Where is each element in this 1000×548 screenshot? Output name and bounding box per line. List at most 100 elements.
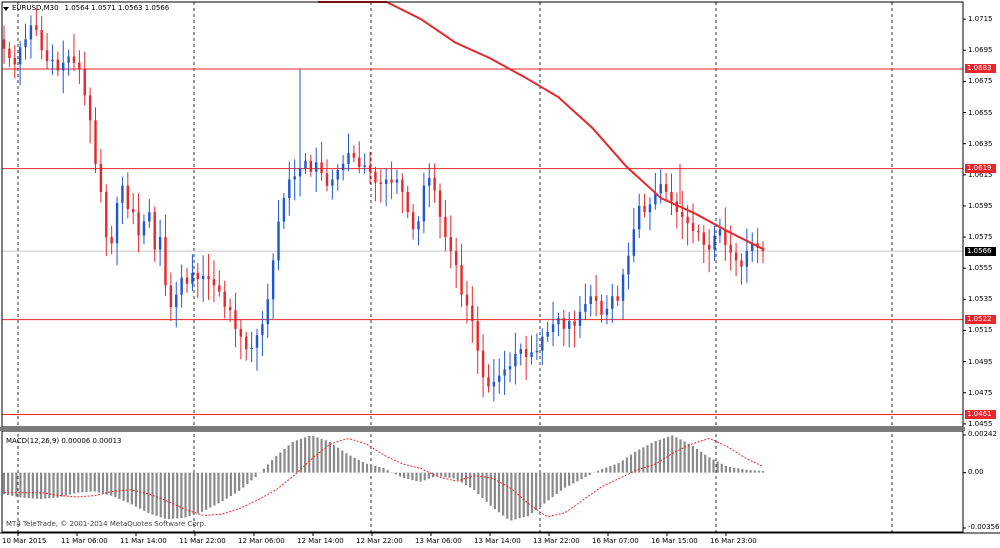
candle-body bbox=[35, 25, 38, 31]
candle-body bbox=[465, 294, 469, 306]
candle-body bbox=[277, 221, 280, 261]
candle-body bbox=[611, 296, 614, 309]
candle-body bbox=[471, 305, 474, 322]
candle-body bbox=[675, 201, 679, 213]
candle-body bbox=[83, 68, 86, 96]
chart-header: EURUSD,M30 1.0564 1.0571 1.0563 1.0566 bbox=[3, 4, 169, 13]
candle-body bbox=[578, 311, 582, 326]
candle-body bbox=[288, 179, 291, 199]
candle-body bbox=[207, 275, 210, 280]
candle-body bbox=[562, 318, 566, 329]
horizontal-levels[interactable] bbox=[2, 68, 963, 416]
candle-body bbox=[8, 48, 11, 59]
candle-body bbox=[557, 318, 560, 325]
candle-body bbox=[621, 274, 625, 301]
macd-pane bbox=[2, 435, 765, 521]
candle-body bbox=[158, 237, 162, 250]
candle-body bbox=[605, 308, 609, 315]
candle-body bbox=[519, 349, 522, 354]
dropdown-arrow-icon[interactable] bbox=[3, 7, 9, 11]
candle-body bbox=[121, 185, 124, 203]
candle-body bbox=[707, 244, 711, 250]
candle-body bbox=[670, 191, 673, 202]
time-tick-label: 13 Mar 06:00 bbox=[415, 537, 462, 545]
candle-body bbox=[643, 205, 646, 213]
candle-body bbox=[191, 272, 194, 284]
candle-body bbox=[460, 265, 463, 295]
candle-body bbox=[745, 251, 749, 267]
candle-body bbox=[659, 184, 662, 194]
time-tick-label: 16 Mar 07:00 bbox=[592, 537, 639, 545]
candle-body bbox=[347, 153, 350, 164]
candle-body bbox=[713, 235, 716, 250]
candle-body bbox=[169, 285, 173, 308]
pane-splitter bbox=[0, 427, 965, 431]
price-tick-label: 1.0675 bbox=[968, 77, 993, 86]
candle-body bbox=[18, 47, 22, 65]
candle-body bbox=[508, 366, 512, 370]
candle-body bbox=[691, 223, 695, 231]
candle-body bbox=[234, 310, 237, 329]
candle-body bbox=[212, 279, 216, 286]
candle-body bbox=[379, 182, 383, 185]
candle-body bbox=[535, 350, 539, 353]
candle-body bbox=[164, 237, 167, 286]
price-tick-label: 1.0455 bbox=[968, 419, 993, 428]
candle-body bbox=[524, 349, 528, 357]
candle-body bbox=[406, 191, 409, 213]
candle-body bbox=[438, 190, 442, 217]
candle-body bbox=[153, 212, 156, 250]
candle-body bbox=[740, 260, 743, 267]
candle-body bbox=[363, 165, 366, 168]
candle-body bbox=[384, 179, 388, 185]
candle-body bbox=[94, 120, 97, 164]
candle-body bbox=[637, 205, 641, 230]
candle-body bbox=[142, 221, 146, 236]
candle-body bbox=[51, 59, 54, 62]
price-tick-label: 1.0475 bbox=[968, 388, 993, 397]
candle-body bbox=[88, 95, 92, 121]
price-level-badge: 1.0522 bbox=[965, 315, 996, 325]
candle-body bbox=[589, 296, 592, 305]
candle-body bbox=[718, 229, 722, 236]
grid-layer bbox=[17, 2, 893, 532]
candle-body bbox=[126, 185, 130, 210]
candle-body bbox=[223, 291, 226, 308]
macd-tick-label: 0.00 bbox=[968, 467, 984, 476]
candle-body bbox=[358, 157, 361, 168]
candle-body bbox=[320, 162, 323, 174]
time-tick-label: 10 Mar 2015 bbox=[2, 537, 47, 545]
candle-body bbox=[454, 251, 458, 266]
candle-body bbox=[24, 39, 27, 48]
macd-indicator-label: MACD(12,26,9) 0.00006 0.00013 bbox=[6, 437, 122, 445]
candle-body bbox=[201, 275, 205, 280]
candle-body bbox=[697, 230, 700, 233]
candle-body bbox=[422, 185, 426, 222]
time-tick-label: 12 Mar 14:00 bbox=[297, 537, 344, 545]
candle-body bbox=[185, 277, 189, 284]
candle-body bbox=[568, 321, 571, 329]
candle-body bbox=[72, 56, 76, 63]
candle-body bbox=[29, 25, 33, 40]
candle-body bbox=[702, 232, 705, 245]
candle-body bbox=[551, 324, 555, 333]
time-tick-label: 13 Mar 22:00 bbox=[533, 537, 580, 545]
candle-body bbox=[530, 352, 533, 357]
candle-body bbox=[293, 176, 296, 180]
candle-body bbox=[541, 336, 544, 351]
candle-body bbox=[498, 375, 501, 382]
time-tick-label: 16 Mar 15:00 bbox=[651, 537, 698, 545]
candle-body bbox=[428, 177, 431, 186]
candles bbox=[2, 8, 765, 402]
candle-body bbox=[315, 162, 318, 172]
candle-body bbox=[627, 255, 630, 275]
candle-body bbox=[341, 163, 345, 171]
candle-body bbox=[352, 153, 356, 158]
chart-frame bbox=[0, 1, 1000, 536]
candle-body bbox=[180, 277, 183, 295]
candle-body bbox=[487, 377, 490, 387]
candle-body bbox=[632, 229, 636, 256]
price-tick-label: 1.0595 bbox=[968, 201, 993, 210]
